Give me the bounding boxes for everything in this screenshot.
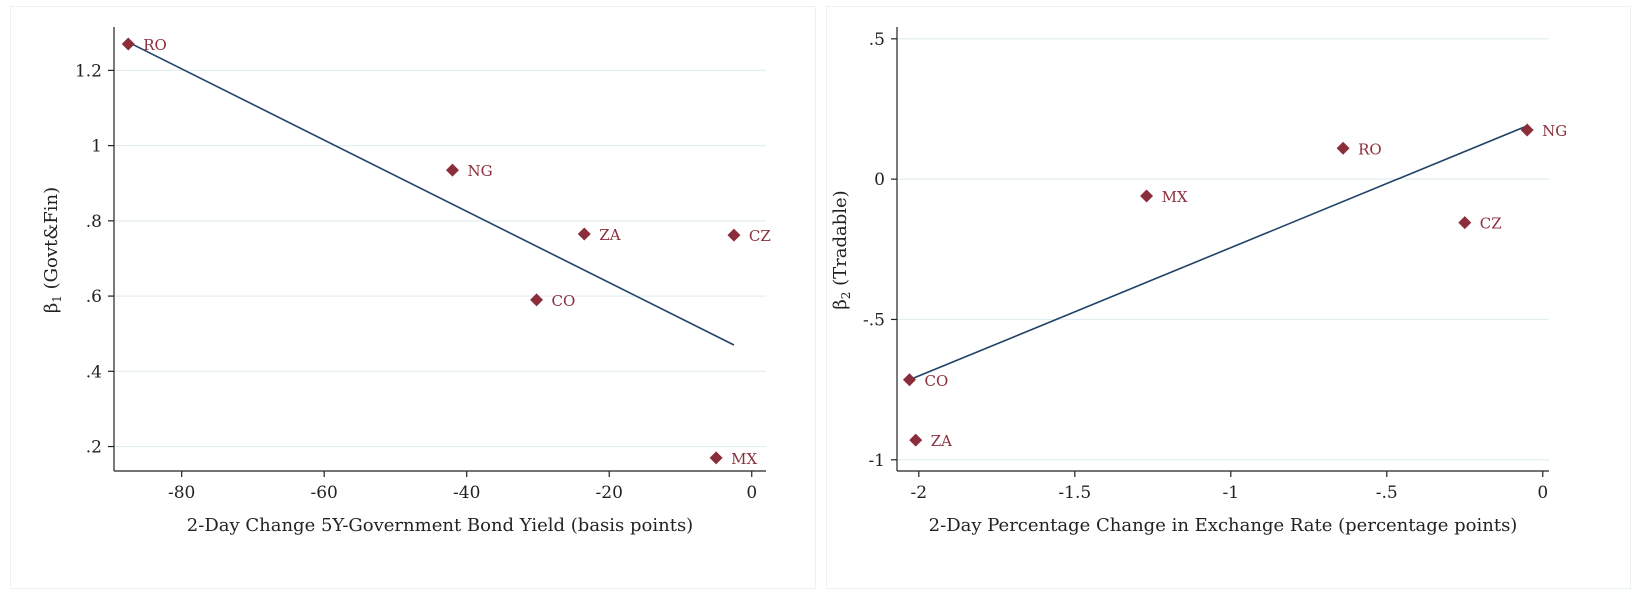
right-axes xyxy=(896,27,1549,472)
left-y-tick-label-1: .4 xyxy=(86,362,102,382)
right-fit-line-group xyxy=(909,125,1528,381)
right-gridlines xyxy=(897,38,1549,461)
right-chart-panel: -1 -.5 0 .5 -2 -1.5 -1 -.5 0 NG RO MX CZ CO ZA 2-Day … xyxy=(826,6,1631,589)
left-fit-line-group xyxy=(127,41,735,346)
left-point-cz xyxy=(727,228,741,242)
left-point-co xyxy=(530,293,544,307)
left-y-label-text: (Govt&Fin) xyxy=(41,187,62,295)
right-y-axis-label: β2 (Tradable) xyxy=(830,190,853,309)
left-x-tick-label-2: -40 xyxy=(453,483,480,503)
left-point-label-ng: NG xyxy=(467,162,492,180)
right-ticks: -1 -.5 0 .5 -2 -1.5 -1 -.5 0 xyxy=(863,30,1548,503)
right-point-za xyxy=(909,433,923,447)
left-y-label-beta: β xyxy=(41,303,62,313)
left-y-tick-label-5: 1.2 xyxy=(75,61,102,81)
left-scatter-chart: .2 .4 .6 .8 1 1.2 -80 -60 -40 -20 0 RO NG ZA CZ CO MX 2… xyxy=(41,27,771,536)
right-x-tick-label-3: -.5 xyxy=(1376,483,1398,503)
right-point-label-ng: NG xyxy=(1542,122,1567,140)
right-point-label-ro: RO xyxy=(1358,140,1382,158)
left-gridlines xyxy=(114,69,766,448)
right-y-label-beta: β xyxy=(830,299,851,309)
left-point-ng xyxy=(445,163,459,177)
left-y-tick-label-2: .6 xyxy=(86,287,102,307)
left-fit-line xyxy=(127,41,735,346)
left-point-label-co: CO xyxy=(552,292,576,310)
left-axes xyxy=(113,27,766,472)
left-point-za xyxy=(577,227,591,241)
left-point-label-cz: CZ xyxy=(749,227,771,245)
left-x-tick-label-3: -20 xyxy=(596,483,623,503)
right-y-label-subscript: 2 xyxy=(839,292,853,300)
right-point-label-co: CO xyxy=(924,372,948,390)
right-y-tick-label-3: .5 xyxy=(869,30,885,50)
right-point-label-za: ZA xyxy=(931,432,952,450)
right-y-tick-label-0: -1 xyxy=(868,451,885,471)
left-point-label-mx: MX xyxy=(731,450,757,468)
left-chart-panel: .2 .4 .6 .8 1 1.2 -80 -60 -40 -20 0 RO NG ZA CZ CO MX 2… xyxy=(10,6,816,589)
right-x-tick-label-2: -1 xyxy=(1223,483,1240,503)
right-scatter-chart: -1 -.5 0 .5 -2 -1.5 -1 -.5 0 NG RO MX CZ CO ZA 2-Day … xyxy=(830,27,1567,536)
right-fit-line xyxy=(909,125,1528,381)
left-y-tick-label-0: .2 xyxy=(86,438,102,458)
right-x-axis-label: 2-Day Percentage Change in Exchange Rate… xyxy=(929,515,1518,536)
left-points: RO NG ZA CZ CO MX xyxy=(121,36,771,468)
left-point-label-za: ZA xyxy=(599,226,620,244)
left-point-label-ro: RO xyxy=(143,36,167,54)
right-y-tick-label-2: 0 xyxy=(874,170,885,190)
left-x-tick-label-1: -60 xyxy=(311,483,338,503)
left-x-tick-label-0: -80 xyxy=(168,483,195,503)
right-point-ng xyxy=(1520,123,1534,137)
right-point-ro xyxy=(1336,141,1350,155)
right-points: NG RO MX CZ CO ZA xyxy=(902,122,1567,450)
left-y-tick-label-3: .8 xyxy=(86,212,102,232)
left-point-ro xyxy=(121,37,135,51)
right-x-tick-label-1: -1.5 xyxy=(1058,483,1091,503)
right-point-label-mx: MX xyxy=(1162,188,1188,206)
right-point-cz xyxy=(1458,216,1472,230)
right-point-co xyxy=(902,373,916,387)
right-y-label-text: (Tradable) xyxy=(830,190,851,291)
right-x-tick-label-4: 0 xyxy=(1537,483,1548,503)
right-point-label-cz: CZ xyxy=(1480,215,1502,233)
right-x-tick-label-0: -2 xyxy=(911,483,928,503)
left-y-tick-label-4: 1 xyxy=(91,137,102,157)
left-x-axis-label: 2-Day Change 5Y-Government Bond Yield (b… xyxy=(187,515,693,536)
left-y-label-subscript: 1 xyxy=(50,295,64,303)
left-point-mx xyxy=(709,451,723,465)
right-y-tick-label-1: -.5 xyxy=(863,310,885,330)
right-point-mx xyxy=(1140,189,1154,203)
left-x-tick-label-4: 0 xyxy=(746,483,757,503)
left-y-axis-label: β1 (Govt&Fin) xyxy=(41,187,64,313)
left-ticks: .2 .4 .6 .8 1 1.2 -80 -60 -40 -20 0 xyxy=(75,61,757,503)
